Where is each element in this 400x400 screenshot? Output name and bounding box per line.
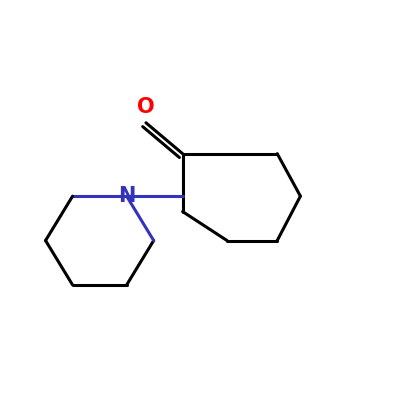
Text: N: N — [118, 186, 135, 206]
Text: O: O — [137, 97, 155, 117]
